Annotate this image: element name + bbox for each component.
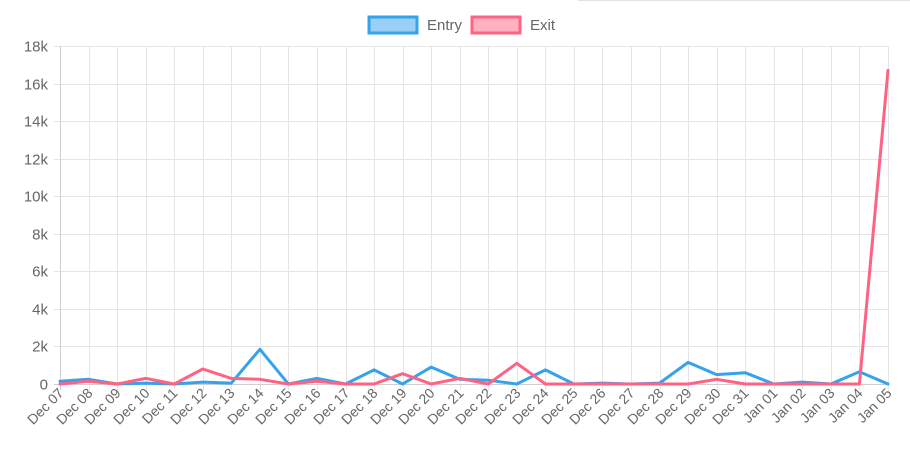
y-tick-label: 10k xyxy=(24,189,49,206)
y-tick-label: 12k xyxy=(24,152,49,169)
y-tick-label: 8k xyxy=(32,227,48,244)
legend-item-entry[interactable]: Entry xyxy=(367,15,463,35)
y-tick-label: 2k xyxy=(32,339,48,356)
chart-grid xyxy=(54,46,889,390)
y-tick-label: 6k xyxy=(32,264,48,281)
legend-item-exit[interactable]: Exit xyxy=(470,15,556,35)
y-tick-label: 14k xyxy=(24,114,49,131)
y-tick-label: 0 xyxy=(40,377,48,394)
chart-axes xyxy=(54,46,888,390)
top-divider-line xyxy=(578,0,910,1)
legend-label-entry: Entry xyxy=(427,17,463,34)
chart-legend[interactable]: Entry Exit xyxy=(367,15,556,35)
y-axis-ticks: 0 2k 4k 6k 8k 10k 12k 14k 16k 18k xyxy=(24,39,49,394)
series-line-exit xyxy=(58,68,890,386)
legend-swatch-exit xyxy=(470,15,522,35)
legend-swatch-entry xyxy=(367,15,419,35)
y-tick-label: 16k xyxy=(24,77,49,94)
y-tick-label: 18k xyxy=(24,39,49,56)
legend-label-exit: Exit xyxy=(530,17,556,34)
y-tick-label: 4k xyxy=(32,302,48,319)
chart-series xyxy=(58,68,890,386)
